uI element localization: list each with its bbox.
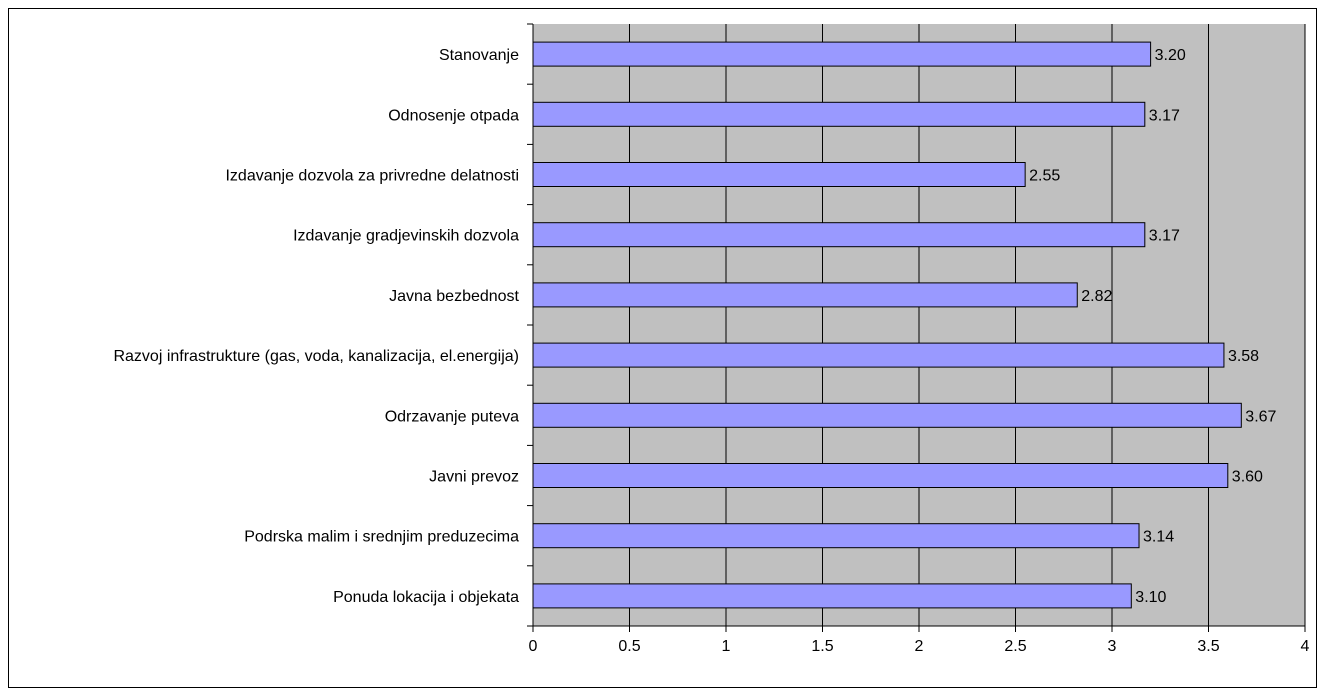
x-tick-label: 1 (722, 638, 731, 655)
category-label: Izdavanje dozvola za privredne delatnost… (225, 168, 519, 185)
data-label: 3.14 (1143, 529, 1174, 546)
data-label: 3.17 (1149, 228, 1180, 245)
category-label: Podrska malim i srednjim preduzecima (244, 529, 519, 546)
x-tick-label: 4 (1301, 638, 1310, 655)
bar (532, 101, 1146, 127)
category-label: Razvoj infrastrukture (gas, voda, kanali… (113, 348, 519, 365)
x-tick-label: 0.5 (618, 638, 640, 655)
bar (532, 523, 1140, 549)
bar (532, 282, 1078, 308)
x-tick-label: 2 (915, 638, 924, 655)
data-label: 3.58 (1228, 348, 1259, 365)
data-label: 3.67 (1245, 408, 1276, 425)
data-label: 3.20 (1155, 47, 1186, 64)
x-tick-label: 3.5 (1197, 638, 1219, 655)
bar (532, 162, 1026, 187)
x-tick-label: 1.5 (811, 638, 833, 655)
data-label: 3.17 (1149, 107, 1180, 124)
data-label: 2.82 (1081, 288, 1112, 305)
data-label: 3.10 (1135, 589, 1166, 606)
bar (532, 41, 1152, 67)
category-label: Javna bezbednost (389, 288, 519, 305)
category-label: Stanovanje (439, 47, 519, 64)
bar (532, 583, 1132, 609)
category-label: Ponuda lokacija i objekata (333, 589, 519, 606)
data-label: 3.60 (1232, 469, 1263, 486)
x-tick-label: 2.5 (1004, 638, 1026, 655)
data-label: 2.55 (1029, 168, 1060, 185)
bar (532, 402, 1242, 428)
category-label: Javni prevoz (429, 469, 519, 486)
category-label: Odrzavanje puteva (385, 408, 519, 425)
category-label: Odnosenje otpada (388, 107, 519, 124)
bar (532, 342, 1225, 368)
bar (532, 222, 1146, 248)
bar (532, 463, 1229, 488)
x-tick-label: 3 (1108, 638, 1117, 655)
x-tick-label: 0 (529, 638, 538, 655)
category-label: Izdavanje gradjevinskih dozvola (293, 228, 519, 245)
